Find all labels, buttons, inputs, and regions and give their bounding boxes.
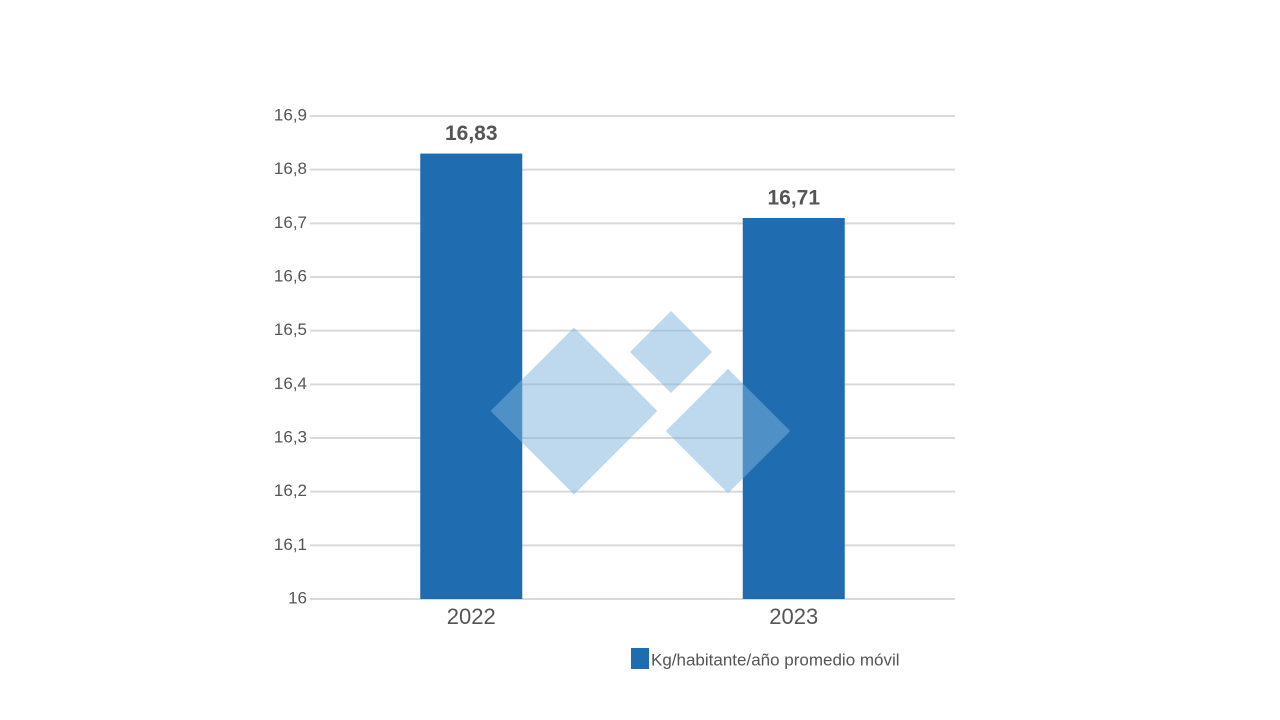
y-tick-label: 16,4: [274, 374, 307, 393]
y-tick-label: 16,7: [274, 213, 307, 232]
legend-label: Kg/habitante/año promedio móvil: [651, 650, 900, 669]
y-tick-label: 16,3: [274, 427, 307, 446]
y-tick-label: 16,6: [274, 266, 307, 285]
data-label: 16,83: [445, 122, 498, 145]
labels: 16 16,1 16,2 16,3 16,4 16,5 16,6 16,7 16,8 16,9 20…: [274, 105, 820, 628]
watermark-diamond: [629, 310, 713, 394]
x-tick-label: 2022: [447, 604, 496, 629]
watermark-diamond: [490, 327, 658, 495]
y-tick-label: 16,2: [274, 481, 307, 500]
bar: [420, 153, 523, 600]
y-tick-label: 16,5: [274, 320, 307, 339]
bars: [420, 153, 845, 600]
y-tick-label: 16,9: [274, 105, 307, 124]
watermark: [490, 310, 791, 495]
grid: [310, 115, 955, 600]
data-label: 16,71: [767, 187, 820, 210]
y-tick-label: 16: [288, 588, 307, 607]
x-tick-label: 2023: [769, 604, 818, 629]
y-tick-label: 16,1: [274, 535, 307, 554]
watermark-diamond: [665, 368, 791, 494]
y-tick-label: 16,8: [274, 159, 307, 178]
legend-swatch: [631, 648, 649, 669]
